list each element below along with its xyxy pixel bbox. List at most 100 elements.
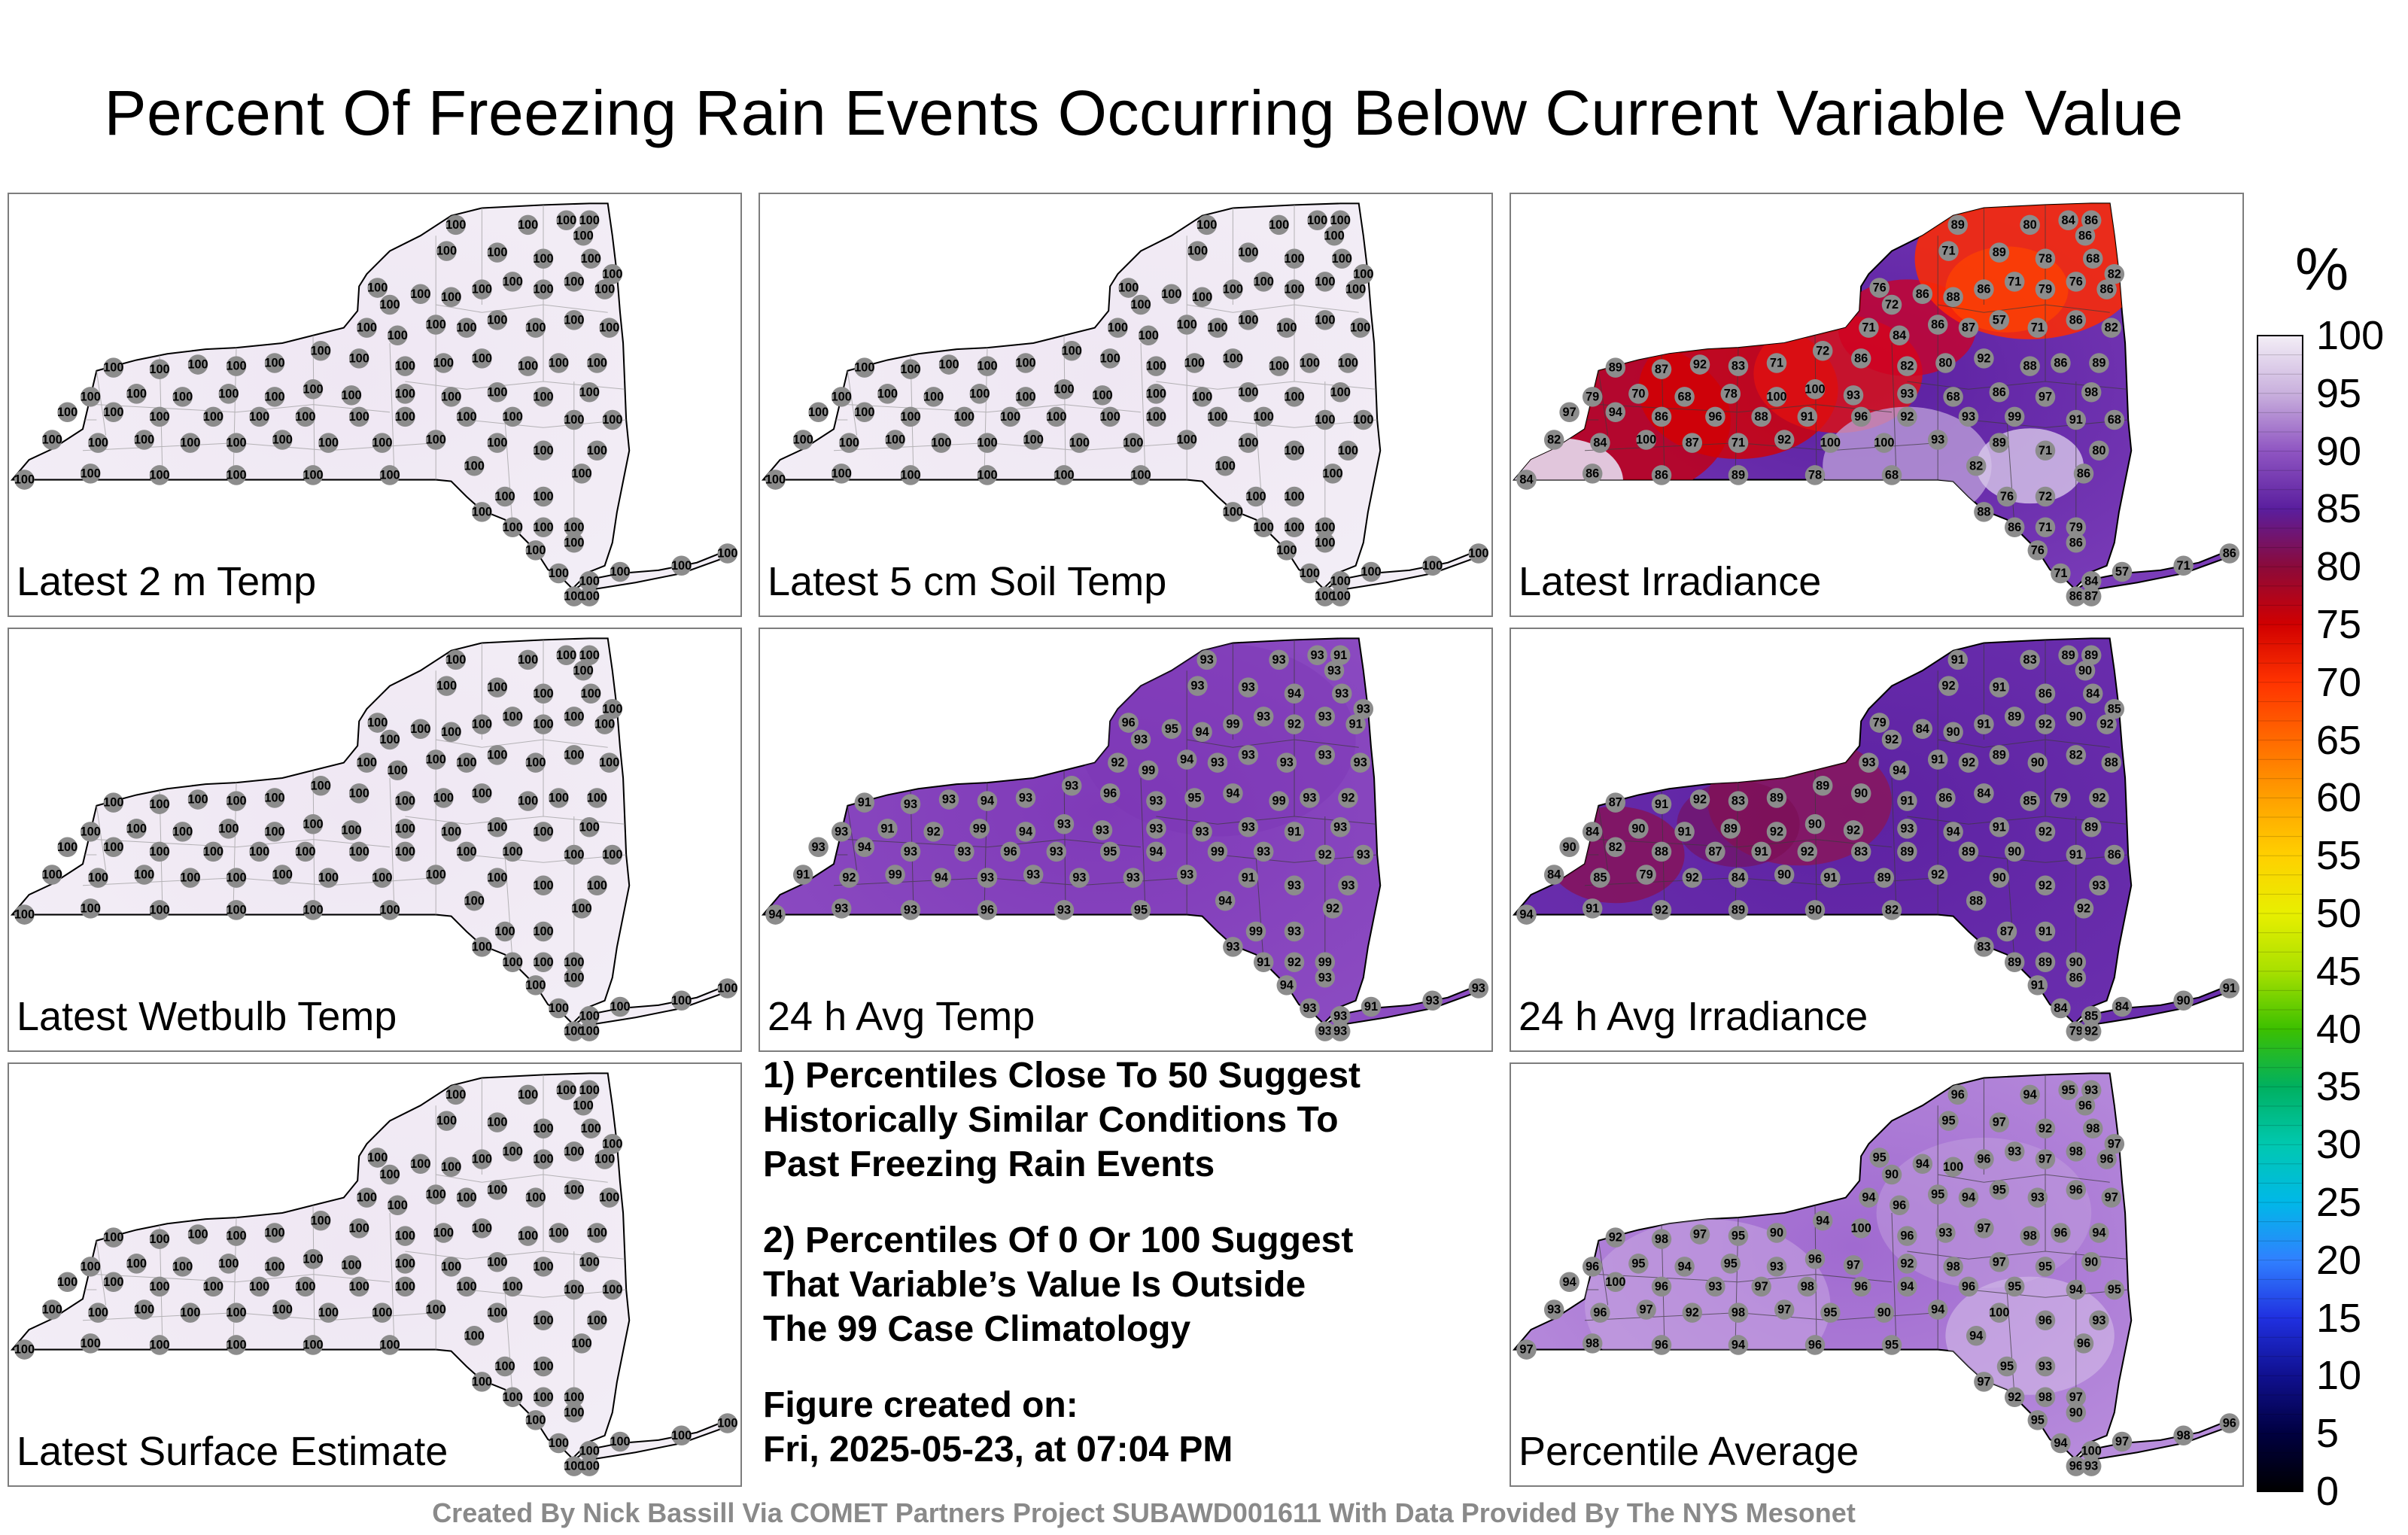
- station-value: 100: [226, 871, 246, 885]
- station-marker: 100: [1284, 486, 1305, 507]
- station-value: 100: [1207, 321, 1227, 335]
- station-value: 100: [533, 1391, 553, 1404]
- station-value: 91: [2039, 925, 2052, 938]
- station-marker: 100: [573, 660, 594, 681]
- station-marker: 100: [793, 430, 813, 450]
- colorbar-tick-label: 20: [2316, 1237, 2362, 1283]
- station-marker: 100: [610, 1431, 631, 1452]
- station-marker: 86: [1912, 284, 1933, 304]
- station-value: 90: [2084, 1255, 2098, 1269]
- station-marker: 100: [1254, 517, 1274, 538]
- station-value: 100: [533, 925, 553, 938]
- station-marker: 86: [2004, 517, 2025, 538]
- station-marker: 93: [1130, 729, 1151, 750]
- station-value: 86: [2108, 848, 2121, 862]
- station-value: 100: [433, 357, 454, 370]
- station-value: 71: [2039, 521, 2052, 534]
- station-marker: 100: [367, 278, 388, 298]
- station-marker: 100: [587, 1223, 607, 1243]
- station-marker: 71: [1938, 241, 1959, 261]
- station-marker: 100: [533, 1118, 554, 1139]
- station-value: 100: [149, 363, 169, 376]
- station-value: 90: [1947, 725, 1960, 739]
- station-value: 89: [1609, 361, 1622, 375]
- station-value: 100: [441, 1160, 461, 1174]
- station-marker: 93: [2089, 1310, 2109, 1331]
- station-marker: 100: [1350, 318, 1370, 338]
- station-marker: 91: [1674, 822, 1695, 842]
- station-value: 100: [1315, 521, 1335, 534]
- station-value: 100: [187, 1228, 208, 1242]
- station-value: 96: [1004, 845, 1017, 859]
- station-marker: 100: [472, 714, 492, 734]
- station-marker: 95: [2035, 1257, 2056, 1277]
- station-marker: 76: [2027, 540, 2048, 561]
- station-marker: 100: [1284, 517, 1305, 538]
- station-value: 100: [1353, 267, 1373, 281]
- station-marker: 84: [2112, 996, 2133, 1017]
- station-marker: 100: [149, 465, 170, 485]
- shaded-region: [1945, 1276, 2115, 1395]
- station-marker: 100: [1300, 353, 1320, 373]
- station-marker: 93: [1307, 645, 1327, 666]
- station-marker: 100: [599, 1187, 619, 1208]
- station-marker: 97: [2035, 1149, 2056, 1169]
- station-marker: 100: [839, 433, 859, 453]
- station-marker: 100: [564, 272, 584, 292]
- station-marker: 94: [1674, 1257, 1695, 1277]
- station-marker: 97: [1989, 1252, 2010, 1272]
- station-marker: 100: [436, 676, 457, 696]
- station-value: 100: [42, 433, 62, 447]
- station-value: 93: [1318, 1025, 1332, 1038]
- station-marker: 57: [2112, 561, 2133, 582]
- colorbar-tick-label: 70: [2316, 659, 2362, 705]
- station-value: 100: [264, 391, 284, 404]
- station-value: 86: [2078, 229, 2092, 242]
- station-marker: 100: [564, 1141, 584, 1162]
- station-marker: 100: [1100, 406, 1120, 427]
- station-value: 92: [1885, 733, 1899, 746]
- station-value: 100: [832, 391, 852, 404]
- station-marker: 90: [2027, 752, 2048, 773]
- station-value: 91: [1586, 902, 1599, 916]
- station-value: 100: [549, 1226, 569, 1240]
- station-value: 100: [103, 840, 123, 854]
- station-marker: 85: [2020, 791, 2040, 811]
- station-value: 100: [180, 871, 200, 885]
- station-value: 89: [1877, 871, 1891, 885]
- station-value: 100: [518, 795, 538, 808]
- station-value: 93: [1050, 845, 1063, 859]
- station-marker: 91: [1820, 868, 1841, 888]
- station-value: 68: [1678, 391, 1692, 404]
- station-value: 100: [1069, 436, 1090, 450]
- station-value: 79: [2054, 792, 2067, 805]
- station-value: 94: [768, 908, 782, 922]
- station-marker: 100: [1062, 340, 1082, 361]
- station-value: 94: [981, 795, 994, 808]
- station-value: 98: [2069, 1145, 2083, 1159]
- station-value: 100: [503, 1145, 523, 1159]
- station-marker: 100: [581, 1118, 601, 1139]
- station-value: 100: [533, 825, 553, 839]
- station-value: 100: [1315, 590, 1335, 603]
- station-marker: 100: [556, 1080, 576, 1101]
- station-marker: 100: [587, 788, 607, 808]
- station-value: 100: [599, 1191, 619, 1205]
- station-marker: 100: [1187, 241, 1208, 261]
- station-value: 100: [472, 506, 492, 519]
- station-value: 100: [456, 321, 476, 335]
- station-marker: 100: [57, 402, 78, 423]
- station-value: 89: [1770, 792, 1783, 805]
- station-marker: 100: [81, 1333, 101, 1354]
- station-marker: 100: [349, 1218, 369, 1239]
- station-value: 100: [1062, 344, 1082, 357]
- station-value: 100: [149, 1280, 169, 1293]
- station-marker: 94: [931, 868, 952, 888]
- station-marker: 71: [2035, 517, 2056, 538]
- station-marker: 94: [1176, 749, 1197, 770]
- nys-map: 100 100 100 100 100 100 100 100 100 100 100 100 100 1…: [761, 202, 1488, 606]
- station-marker: 100: [579, 1440, 600, 1461]
- colorbar-tick-label: 0: [2316, 1469, 2340, 1514]
- station-marker: 100: [149, 841, 170, 862]
- station-value: 91: [1364, 1000, 1378, 1014]
